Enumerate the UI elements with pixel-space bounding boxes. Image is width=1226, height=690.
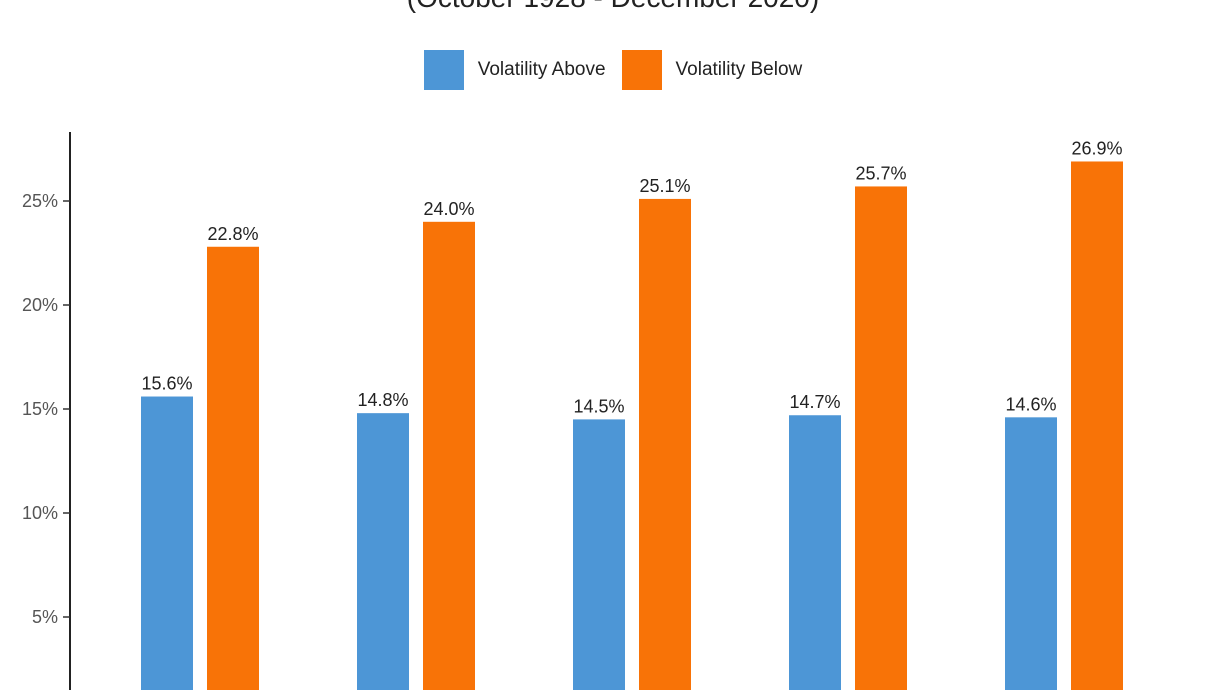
bar-below <box>855 186 907 690</box>
legend-label-above: Volatility Above <box>477 59 606 80</box>
legend-label-below: Volatility Below <box>675 59 803 80</box>
y-tick-label: 5% <box>32 607 58 627</box>
legend-swatch-above <box>423 50 464 90</box>
bar-above <box>789 415 841 690</box>
data-label-above: 14.8% <box>357 390 408 410</box>
bar-below <box>1071 161 1123 690</box>
y-tick-label: 10% <box>22 503 58 523</box>
data-label-above: 14.6% <box>1005 394 1056 414</box>
bar-above <box>1005 417 1057 690</box>
data-label-above: 14.7% <box>789 392 840 412</box>
bar-below <box>207 246 259 690</box>
bar-below <box>639 198 691 690</box>
chart-subtitle: (October 1928 - December 2020) <box>0 0 1226 14</box>
y-tick-label: 15% <box>22 399 58 419</box>
legend-item-below: Volatility Below <box>621 50 803 90</box>
data-label-below: 25.7% <box>855 163 906 183</box>
bar-below <box>423 221 475 690</box>
data-label-below: 26.9% <box>1071 138 1122 158</box>
data-label-below: 25.1% <box>639 176 690 196</box>
data-label-above: 14.5% <box>573 396 624 416</box>
bar-above <box>141 396 193 690</box>
data-label-below: 24.0% <box>423 199 474 219</box>
y-tick-label: 20% <box>22 295 58 315</box>
bar-above <box>357 413 409 690</box>
y-tick-label: 25% <box>22 191 58 211</box>
legend-item-above: Volatility Above <box>423 50 606 90</box>
legend-swatch-below <box>621 50 662 90</box>
data-label-above: 15.6% <box>141 374 192 394</box>
data-label-below: 22.8% <box>207 224 258 244</box>
chart-legend: Volatility Above Volatility Below <box>0 50 1226 90</box>
bar-above <box>573 419 625 690</box>
